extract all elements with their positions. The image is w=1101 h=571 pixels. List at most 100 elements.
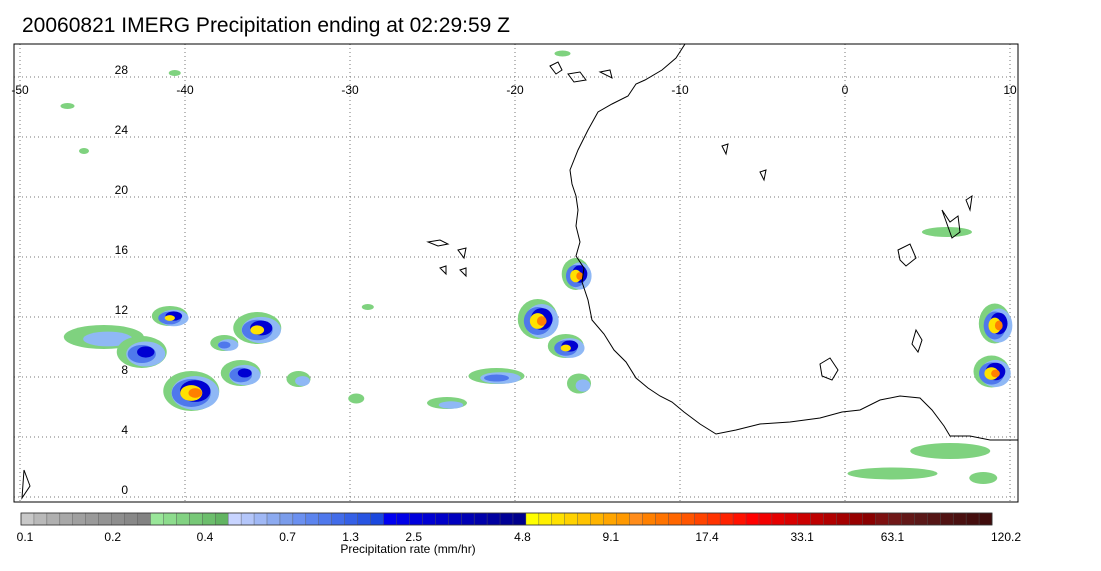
colorbar-swatch — [409, 512, 423, 526]
precip-cell — [567, 373, 591, 394]
colorbar-swatch — [279, 512, 294, 526]
precip-contour — [969, 472, 998, 484]
colorbar-swatch — [965, 512, 980, 526]
colorbar-swatch — [33, 512, 48, 526]
lat-tick-label: 28 — [115, 63, 129, 77]
precip-cell — [233, 312, 282, 344]
colorbar-swatch — [266, 512, 281, 526]
precip-cell — [79, 148, 89, 154]
colorbar-swatch — [176, 512, 190, 526]
lat-tick-label: 16 — [115, 243, 129, 257]
colorbar-tick-label: 120.2 — [991, 530, 1021, 544]
colorbar-tick-label: 17.4 — [695, 530, 719, 544]
map-frame — [13, 43, 1019, 503]
lon-tick-label: -30 — [341, 83, 359, 97]
colorbar-swatch — [486, 512, 501, 526]
lat-tick-label: 0 — [121, 483, 128, 497]
colorbar-swatch — [875, 512, 889, 526]
colorbar-swatch — [240, 512, 255, 526]
lon-tick-label: -10 — [671, 83, 689, 97]
colorbar-swatch — [344, 512, 359, 526]
precip-contour — [79, 148, 89, 154]
colorbar-tick-label: 9.1 — [603, 530, 620, 544]
colorbar-frame — [20, 512, 993, 526]
colorbar-swatch — [473, 512, 488, 526]
precip-contour — [295, 376, 310, 386]
precip-cell — [921, 227, 972, 237]
africa-coastline — [569, 44, 1018, 441]
coastline-layer — [21, 44, 1018, 500]
colorbar-swatch — [357, 512, 371, 526]
precip-cell — [978, 303, 1013, 344]
precip-contour — [994, 320, 1003, 331]
precip-cell — [116, 336, 167, 368]
colorbar-swatch — [862, 512, 876, 526]
colorbar-swatch — [59, 512, 74, 526]
colorbar-tick-label: 63.1 — [881, 530, 905, 544]
precip-cell — [348, 393, 365, 404]
colorbar-swatch — [745, 512, 760, 526]
precip-cell — [847, 467, 938, 480]
colorbar-swatch — [124, 512, 138, 526]
colorbar-swatch — [952, 512, 967, 526]
colorbar-tick-label: 2.5 — [405, 530, 422, 544]
precip-cell — [547, 334, 585, 358]
lon-tick-label: 0 — [842, 83, 849, 97]
precip-cell — [220, 360, 261, 386]
map-title: 20060821 IMERG Precipitation ending at 0… — [22, 14, 510, 37]
colorbar-swatch — [253, 512, 268, 526]
precip-cell — [361, 304, 374, 310]
lon-tick-label: 10 — [1003, 83, 1017, 97]
precip-cell — [210, 335, 239, 351]
lat-tick-label: 20 — [115, 183, 129, 197]
precip-cell — [468, 368, 525, 384]
colorbar-swatch — [616, 512, 630, 526]
precip-contour — [910, 443, 991, 459]
precip-cell — [163, 371, 220, 411]
precip-contour — [921, 227, 972, 237]
colorbar-swatch — [98, 512, 113, 526]
precip-contour — [83, 331, 133, 347]
colorbar-tick-label: 0.4 — [197, 530, 214, 544]
colorbar-swatch — [719, 512, 734, 526]
precip-contour — [536, 316, 547, 326]
colorbar-swatch — [85, 512, 100, 526]
colorbar-swatch — [214, 512, 229, 526]
precip-cell — [969, 472, 998, 484]
precip-cell — [973, 355, 1011, 388]
colorbar-swatch — [758, 512, 773, 526]
colorbar-swatch — [305, 512, 320, 526]
colorbar-swatch — [538, 512, 553, 526]
precip-cell — [427, 397, 467, 409]
colorbar-swatch — [849, 512, 863, 526]
lat-tick-label: 12 — [115, 303, 129, 317]
lat-tick-label: 4 — [121, 423, 128, 437]
precip-contour — [188, 388, 203, 398]
colorbar-swatch — [318, 512, 333, 526]
lat-tick-label: 24 — [115, 123, 129, 137]
colorbar-swatch — [901, 512, 915, 526]
colorbar-swatch — [227, 512, 242, 526]
colorbar-swatch — [448, 512, 462, 526]
colorbar-swatch — [706, 512, 721, 526]
colorbar-swatch — [784, 512, 799, 526]
precip-contour — [348, 393, 365, 404]
precip-contour — [250, 325, 265, 335]
precip-contour — [484, 374, 509, 382]
precip-contour — [60, 103, 75, 109]
colorbar-tick-label: 4.8 — [514, 530, 531, 544]
colorbar-swatch — [20, 512, 35, 526]
map-axis-labels: -50 -40 -30 -20 -10 0 10 28 24 20 16 12 8 4 0 — [11, 63, 1017, 497]
precip-cell — [910, 443, 991, 459]
precip-cell — [60, 103, 75, 109]
island-outlines — [439, 61, 973, 278]
colorbar-swatch — [422, 512, 436, 526]
precip-contour — [164, 315, 175, 321]
colorbar-swatch — [823, 512, 838, 526]
colorbar-tick-label: 0.1 — [17, 530, 34, 544]
colorbar-swatch — [810, 512, 825, 526]
precip-contour — [218, 341, 231, 349]
colorbar-swatch — [435, 512, 449, 526]
colorbar-swatch — [836, 512, 850, 526]
